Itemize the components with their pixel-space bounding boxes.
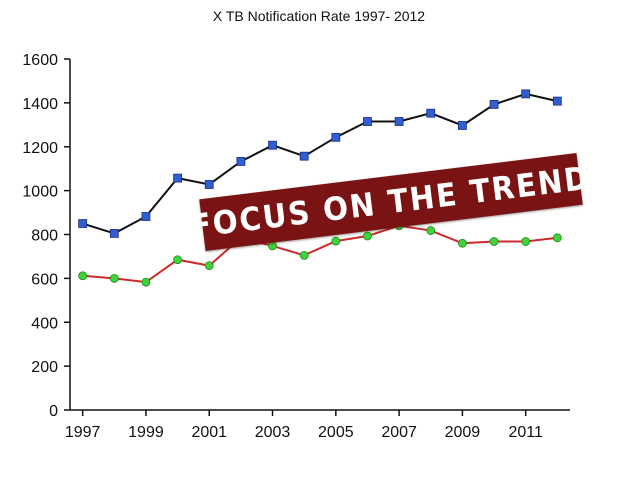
data-point (268, 140, 277, 150)
data-point (141, 277, 151, 287)
data-point (236, 157, 246, 166)
data-point (552, 96, 562, 106)
x-tick-label: 2011 (508, 424, 543, 441)
data-point (489, 237, 499, 246)
data-point (299, 250, 309, 260)
data-point (173, 173, 182, 183)
x-tick-label: 2007 (381, 424, 417, 441)
data-point (394, 117, 404, 126)
y-tick-label: 1400 (22, 96, 58, 113)
data-point (489, 100, 499, 109)
x-tick-label: 2009 (445, 424, 481, 441)
series-1-line (82, 92, 558, 235)
data-point (109, 229, 119, 238)
x-tick-label: 2005 (318, 424, 354, 441)
data-point (204, 180, 214, 189)
data-point (458, 121, 467, 130)
data-point (78, 271, 88, 281)
data-point (331, 236, 341, 246)
data-point (141, 212, 151, 221)
y-tick-label: 200 (31, 359, 58, 376)
data-point (521, 237, 531, 246)
series-1 (78, 89, 562, 238)
data-point (363, 231, 372, 241)
y-tick-label: 0 (49, 403, 58, 420)
series-2 (78, 221, 562, 287)
series-2-line (82, 224, 558, 284)
data-point (426, 226, 436, 235)
data-point (78, 219, 88, 228)
data-point (426, 108, 436, 118)
x-tick-label: 1997 (65, 424, 101, 441)
y-tick-label: 1600 (22, 52, 58, 69)
data-point (521, 89, 531, 99)
data-point (109, 273, 119, 283)
data-point (458, 238, 467, 248)
x-tick-label: 2003 (255, 424, 291, 441)
data-point (204, 261, 214, 271)
series-layer (78, 89, 562, 287)
chart-title: X TB Notification Rate 1997- 2012 (212, 8, 426, 24)
data-point (552, 233, 562, 243)
data-point (268, 241, 277, 251)
y-tick-label: 1200 (22, 140, 58, 157)
x-tick-label: 1999 (128, 424, 164, 441)
x-axis-ticks: 1997 1999 2001 2003 2005 2007 2009 2011 (65, 410, 543, 441)
data-point (363, 117, 372, 126)
data-point (331, 132, 341, 142)
data-point (299, 151, 309, 161)
y-tick-label: 600 (31, 271, 58, 288)
y-tick-label: 400 (31, 315, 58, 332)
x-tick-label: 2001 (191, 424, 227, 441)
data-point (173, 255, 182, 265)
y-tick-label: 1000 (22, 184, 58, 201)
y-axis-ticks: 0 200 400 600 800 1000 1200 1400 1600 (22, 52, 70, 420)
y-tick-label: 800 (31, 228, 58, 245)
